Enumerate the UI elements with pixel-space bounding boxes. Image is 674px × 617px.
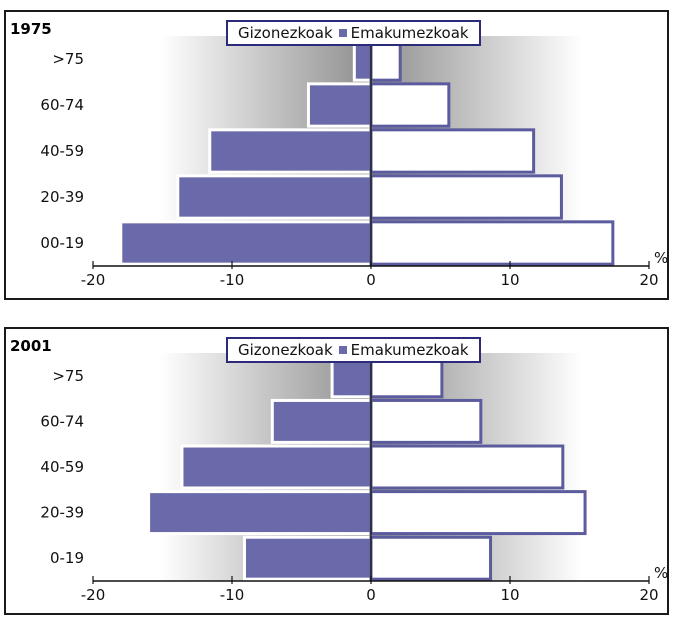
x-tick-label: -10 [220, 586, 245, 604]
unit-label: % [654, 564, 668, 582]
bar-female-20-39 [176, 174, 373, 220]
x-tick-label: -20 [81, 586, 106, 604]
category-label: 60-74 [40, 96, 84, 114]
x-tick-label: -10 [220, 271, 245, 289]
category-label: 40-59 [40, 142, 84, 160]
x-tick-label: 10 [500, 586, 519, 604]
legend-label-male: Gizonezkoak [238, 24, 333, 42]
x-tick-label: 0 [366, 586, 376, 604]
bar-female-0-19 [243, 535, 373, 581]
legend-swatch-female [338, 346, 347, 354]
category-label: >75 [52, 367, 84, 385]
category-label: 20-39 [40, 504, 84, 522]
chart-svg-2001: 0-19 20-39 40-59 60-74 >75 -20 -10 0 10 20% [4, 327, 669, 615]
category-label: 60-74 [40, 412, 84, 430]
bar-male-40-59 [369, 444, 565, 490]
x-tick-label: 20 [639, 271, 658, 289]
x-tick-label: -20 [81, 271, 106, 289]
bar-female-60-74 [270, 398, 373, 444]
bar-male-20-39 [369, 490, 587, 536]
bar-male-60-74 [369, 398, 483, 444]
unit-label: % [654, 249, 668, 267]
bar-female-00-19 [119, 220, 373, 266]
legend-label-male: Gizonezkoak [238, 341, 333, 359]
legend-label-female: Emakumezkoak [350, 341, 469, 359]
chart-title: 2001 [10, 337, 52, 355]
x-tick-label: 0 [366, 271, 376, 289]
x-tick-label: 20 [639, 586, 658, 604]
pyramid-chart-1975: 00-19 20-39 40-59 60-74 >75 -20 -10 0 10 20% 1975… [4, 10, 669, 300]
bar-male-20-39 [369, 174, 563, 220]
legend: Gizonezkoak Emakumezkoak [226, 337, 481, 363]
bar-male-40-59 [369, 128, 536, 174]
category-label: 20-39 [40, 188, 84, 206]
bar-male-0-19 [369, 535, 493, 581]
category-label: 40-59 [40, 458, 84, 476]
chart-title: 1975 [10, 20, 52, 38]
bar-female-20-39 [147, 490, 373, 536]
category-label: 00-19 [40, 234, 84, 252]
bar-male-00-19 [369, 220, 615, 266]
x-tick-label: 10 [500, 271, 519, 289]
legend-label-female: Emakumezkoak [350, 24, 469, 42]
bar-male-60-74 [369, 82, 451, 128]
bar-female-40-59 [180, 444, 373, 490]
category-label: 0-19 [50, 549, 84, 567]
bar-female-60-74 [306, 82, 373, 128]
chart-svg-1975: 00-19 20-39 40-59 60-74 >75 -20 -10 0 10 20% [4, 10, 669, 300]
bar-female-40-59 [208, 128, 373, 174]
category-label: >75 [52, 50, 84, 68]
pyramid-chart-2001: 0-19 20-39 40-59 60-74 >75 -20 -10 0 10 20% 2001 … [4, 327, 669, 615]
legend-swatch-female [338, 29, 347, 37]
legend: Gizonezkoak Emakumezkoak [226, 20, 481, 46]
